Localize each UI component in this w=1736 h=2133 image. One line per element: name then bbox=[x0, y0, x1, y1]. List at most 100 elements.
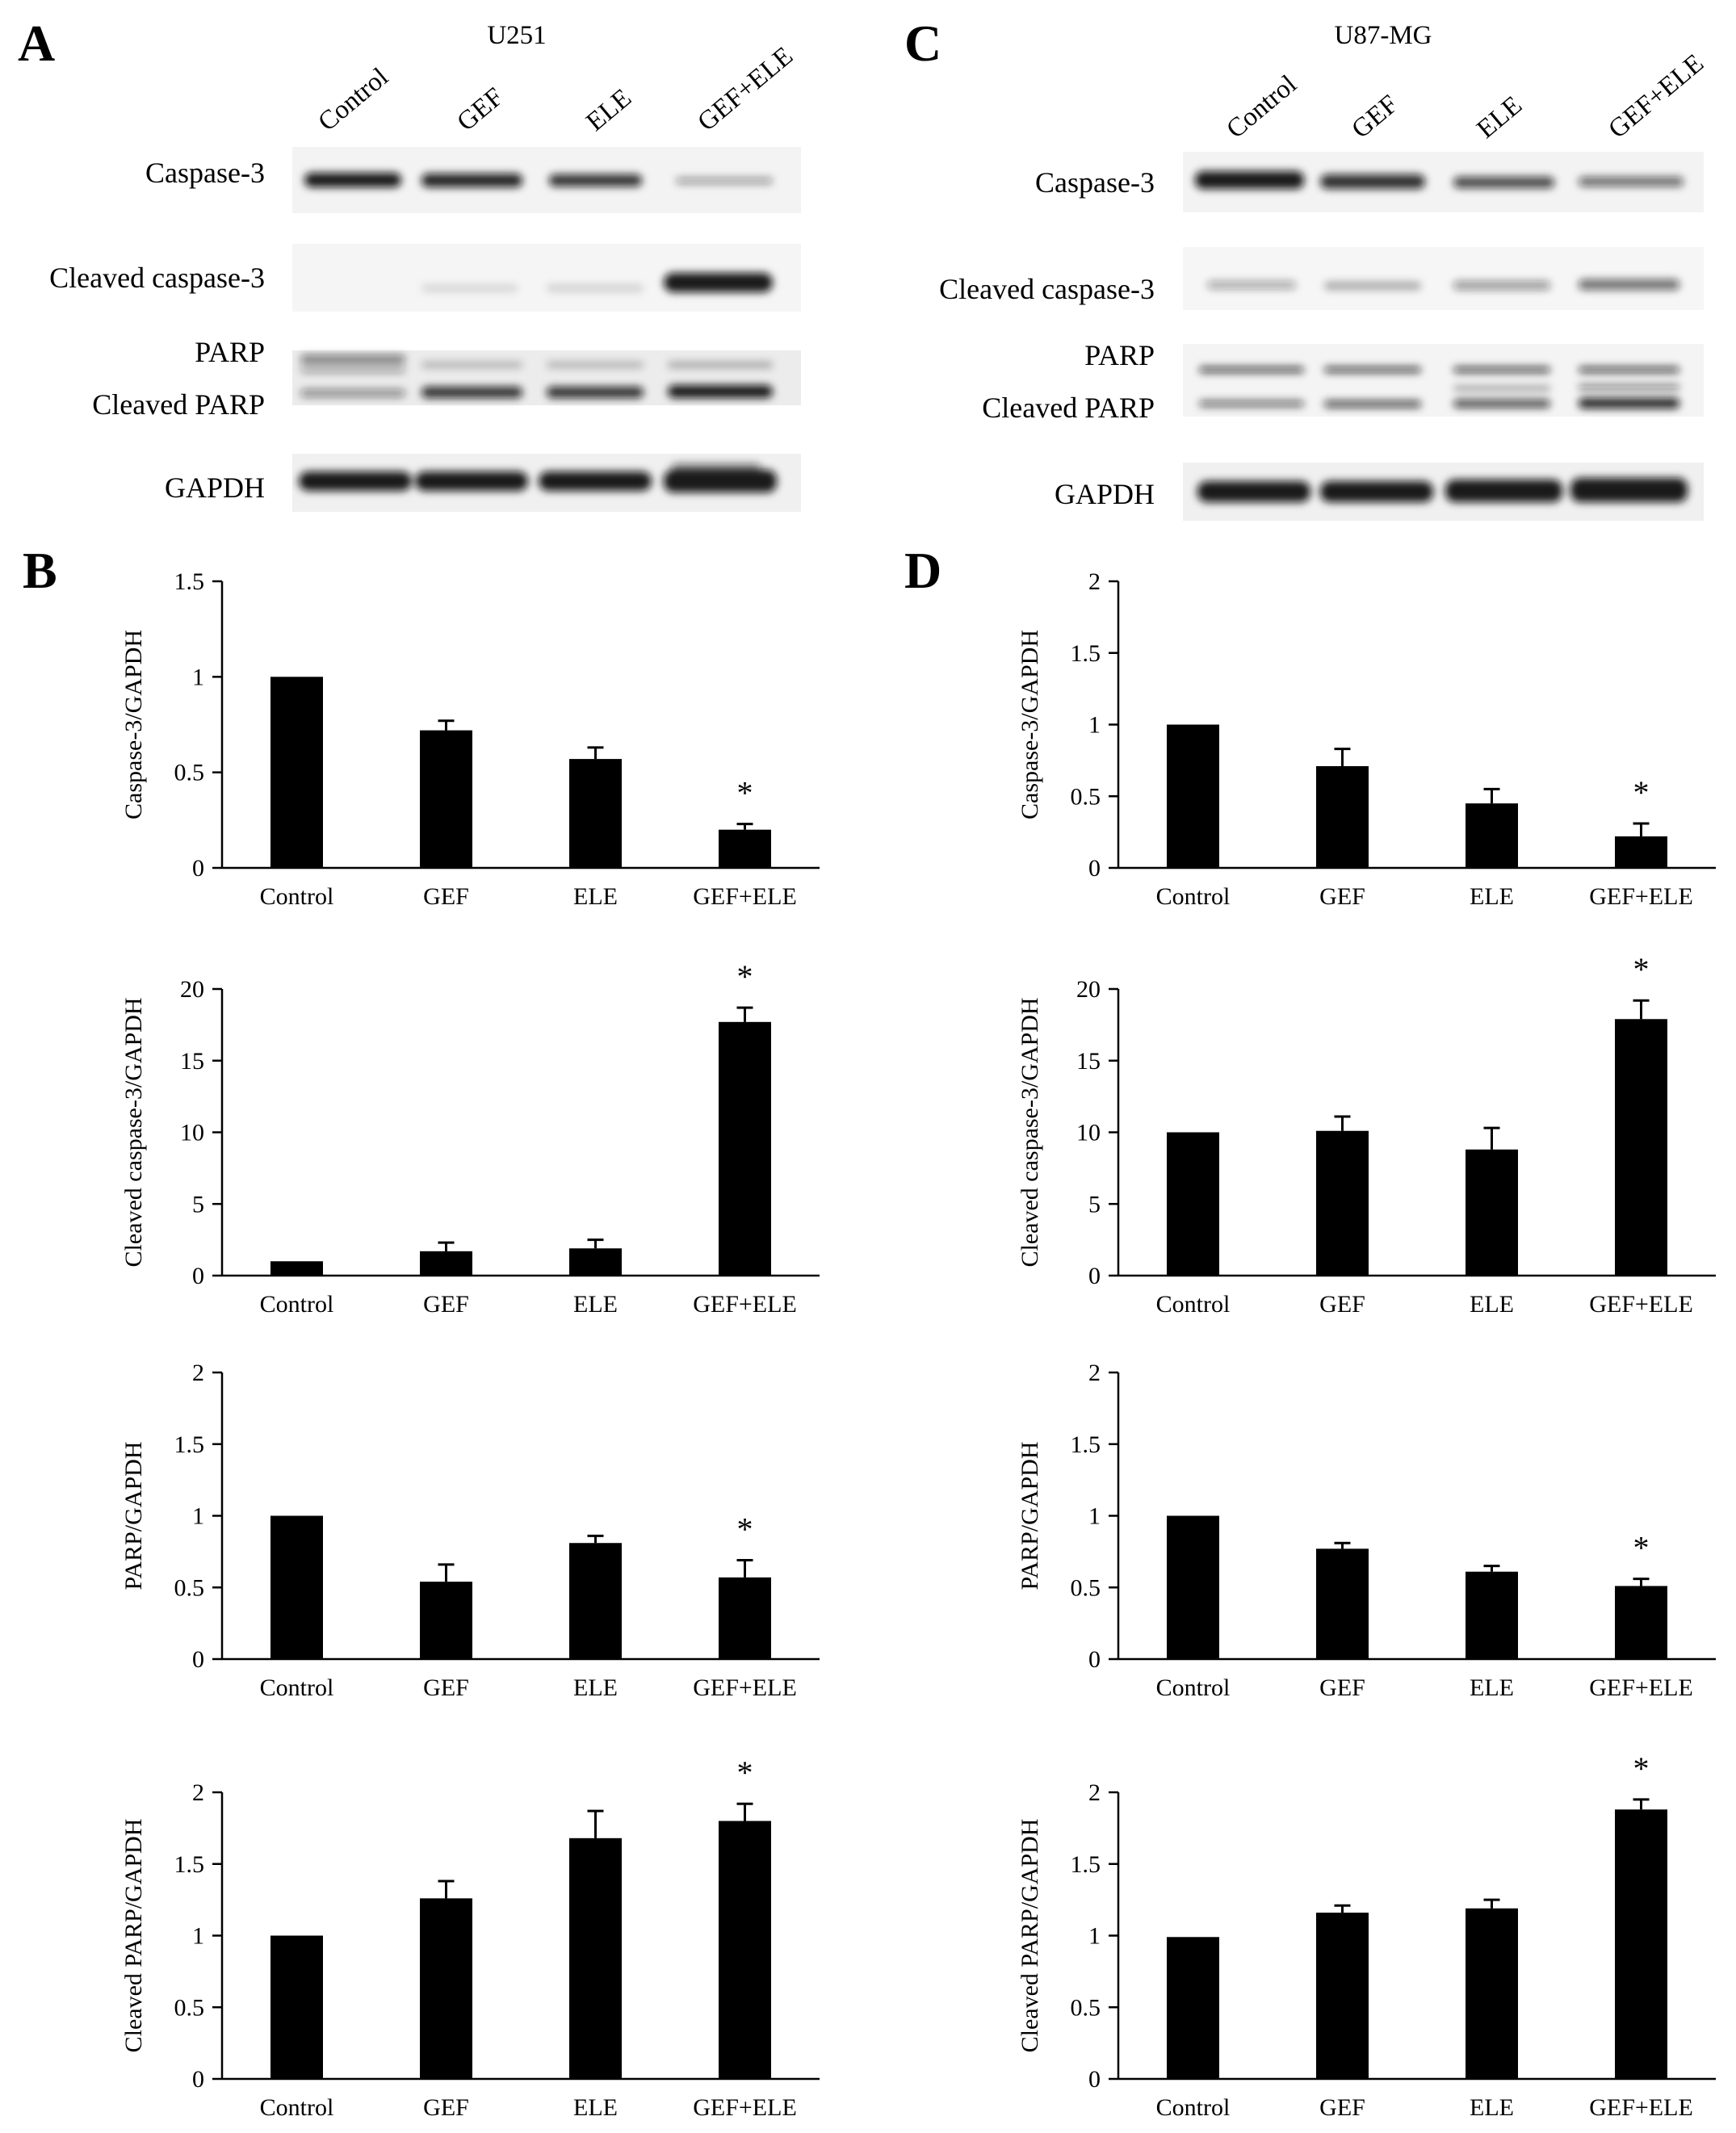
y-tick-label: 5 bbox=[1088, 1191, 1101, 1217]
y-tick-label: 0 bbox=[1088, 855, 1101, 882]
bar bbox=[1167, 1515, 1219, 1659]
y-tick-label: 1 bbox=[1088, 1923, 1101, 1950]
bar bbox=[270, 1261, 323, 1276]
lane-label-ele-a: ELE bbox=[581, 83, 637, 137]
blot-label-gapdh-a: GAPDH bbox=[164, 471, 265, 504]
category-label: Control bbox=[1156, 2094, 1231, 2121]
bar bbox=[1316, 765, 1369, 868]
y-tick-label: 2 bbox=[192, 1779, 204, 1806]
y-axis-label: Cleaved caspase-3/GAPDH bbox=[1017, 997, 1043, 1267]
blot-label-cleaved-caspase3-a: Cleaved caspase-3 bbox=[49, 262, 265, 294]
y-tick-label: 1 bbox=[1088, 712, 1101, 739]
bar bbox=[569, 1543, 622, 1659]
blot-label-parp-a: PARP bbox=[195, 336, 265, 368]
bar bbox=[719, 1577, 771, 1659]
bar bbox=[719, 1021, 771, 1276]
chart-svg: 0 0.5 1 1.5 2 Cleaved PARP/GAPDH Control GEF ELE… bbox=[1017, 1750, 1716, 2121]
chart-d-caspase3: 0 0.5 1 1.5 2 Caspase-3/GAPDH Control GEF ELE GEF… bbox=[888, 557, 1736, 920]
category-label: ELE bbox=[573, 1291, 618, 1318]
category-label: GEF+ELE bbox=[693, 2094, 797, 2121]
y-tick-label: 20 bbox=[180, 976, 204, 1003]
chart-svg: 0 0.5 1 1.5 2 Caspase-3/GAPDH Control GEF ELE GEF… bbox=[1017, 568, 1716, 910]
y-tick-label: 0.5 bbox=[174, 760, 205, 786]
chart-b-caspase3: 0 0.5 1 1.5 Caspase-3/GAPDH Control GEF ELE GEF+… bbox=[0, 557, 848, 920]
y-tick-label: 10 bbox=[1076, 1120, 1101, 1146]
blot-label-caspase3-a: Caspase-3 bbox=[145, 157, 265, 189]
panel-letter-d: D bbox=[904, 542, 942, 599]
chart-b-cleaved-caspase3: 0 5 10 15 20 Cleaved caspase-3/GAPDH Control GE… bbox=[0, 958, 848, 1328]
y-tick-label: 15 bbox=[180, 1048, 204, 1075]
bar bbox=[719, 1821, 771, 2079]
y-tick-label: 2 bbox=[1088, 1779, 1101, 1806]
category-label: GEF+ELE bbox=[693, 883, 797, 910]
y-tick-label: 0.5 bbox=[1071, 1574, 1101, 1601]
chart-d-cleaved-parp: 0 0.5 1 1.5 2 Cleaved PARP/GAPDH Control GEF ELE… bbox=[888, 1750, 1736, 2131]
y-tick-label: 0 bbox=[192, 1646, 204, 1673]
bar bbox=[1466, 1149, 1518, 1276]
lane-label-gef-c: GEF bbox=[1346, 90, 1404, 145]
category-label: GEF+ELE bbox=[1589, 1291, 1693, 1318]
bar bbox=[1167, 1937, 1219, 2079]
y-tick-label: 0.5 bbox=[174, 1994, 205, 2021]
y-axis-label: Cleaved PARP/GAPDH bbox=[120, 1819, 147, 2053]
category-label: GEF bbox=[423, 2094, 469, 2121]
bar bbox=[270, 1935, 323, 2079]
y-axis-label: Cleaved caspase-3/GAPDH bbox=[120, 997, 147, 1267]
y-axis-label: Caspase-3/GAPDH bbox=[120, 630, 147, 819]
y-tick-label: 0.5 bbox=[174, 1574, 205, 1601]
blot-label-caspase3-c: Caspase-3 bbox=[1035, 166, 1155, 199]
bar bbox=[420, 1251, 472, 1276]
significance-marker: * bbox=[737, 1511, 753, 1548]
y-tick-label: 1.5 bbox=[174, 1431, 205, 1458]
category-label: ELE bbox=[1470, 1674, 1514, 1701]
blot-label-gapdh-c: GAPDH bbox=[1054, 478, 1155, 510]
bar bbox=[1615, 1586, 1667, 1659]
bar bbox=[1167, 724, 1219, 868]
y-axis-label: PARP/GAPDH bbox=[120, 1442, 147, 1590]
category-label: GEF bbox=[1319, 2094, 1365, 2121]
category-label: GEF+ELE bbox=[1589, 2094, 1693, 2121]
category-label: Control bbox=[260, 1291, 334, 1318]
y-tick-label: 1.5 bbox=[174, 1851, 205, 1878]
lane-label-ele-c: ELE bbox=[1471, 90, 1528, 145]
bar bbox=[270, 1515, 323, 1659]
category-label: ELE bbox=[1470, 883, 1514, 910]
category-label: ELE bbox=[1470, 1291, 1514, 1318]
chart-b-parp: 0 0.5 1 1.5 2 PARP/GAPDH Control GEF ELE GEF+ELE * bbox=[0, 1348, 848, 1712]
bar bbox=[1316, 1548, 1369, 1659]
bar bbox=[1466, 1571, 1518, 1659]
y-tick-label: 5 bbox=[192, 1191, 204, 1217]
y-tick-label: 0 bbox=[1088, 1263, 1101, 1289]
y-tick-label: 1.5 bbox=[174, 568, 205, 595]
bar bbox=[719, 829, 771, 868]
bar bbox=[1167, 1132, 1219, 1276]
y-tick-label: 1.5 bbox=[1071, 1851, 1101, 1878]
lane-label-gefele-c: GEF+ELE bbox=[1603, 48, 1709, 145]
bar bbox=[1466, 1908, 1518, 2079]
category-label: GEF+ELE bbox=[693, 1291, 797, 1318]
chart-b-cleaved-parp: 0 0.5 1 1.5 2 Cleaved PARP/GAPDH Control GEF ELE… bbox=[0, 1754, 848, 2131]
chart-svg: 0 0.5 1 1.5 2 PARP/GAPDH Control GEF ELE GEF+ELE * bbox=[120, 1360, 820, 1701]
lane-label-gef-a: GEF bbox=[451, 82, 509, 137]
y-tick-label: 0 bbox=[192, 2066, 204, 2093]
bar bbox=[420, 1898, 472, 2079]
y-tick-label: 1 bbox=[192, 1503, 204, 1530]
significance-marker: * bbox=[1633, 1530, 1650, 1566]
significance-marker: * bbox=[737, 958, 753, 995]
significance-marker: * bbox=[1633, 774, 1650, 811]
category-label: Control bbox=[260, 883, 334, 910]
y-tick-label: 0 bbox=[192, 855, 204, 882]
y-tick-label: 20 bbox=[1076, 976, 1101, 1003]
chart-svg: 0 0.5 1 1.5 2 PARP/GAPDH Control GEF ELE GEF+ELE * bbox=[1017, 1360, 1716, 1701]
category-label: Control bbox=[1156, 1291, 1231, 1318]
y-tick-label: 2 bbox=[1088, 1360, 1101, 1386]
y-tick-label: 0 bbox=[1088, 1646, 1101, 1673]
cell-line-label-c: U87-MG bbox=[1334, 21, 1432, 50]
significance-marker: * bbox=[737, 775, 753, 811]
bar bbox=[270, 677, 323, 868]
blot-label-cleaved-caspase3-c: Cleaved caspase-3 bbox=[939, 273, 1155, 305]
y-tick-label: 2 bbox=[192, 1360, 204, 1386]
y-tick-label: 0 bbox=[192, 1263, 204, 1289]
lane-label-control-a: Control bbox=[312, 62, 394, 137]
blot-label-cleaved-parp-c: Cleaved PARP bbox=[982, 392, 1155, 424]
